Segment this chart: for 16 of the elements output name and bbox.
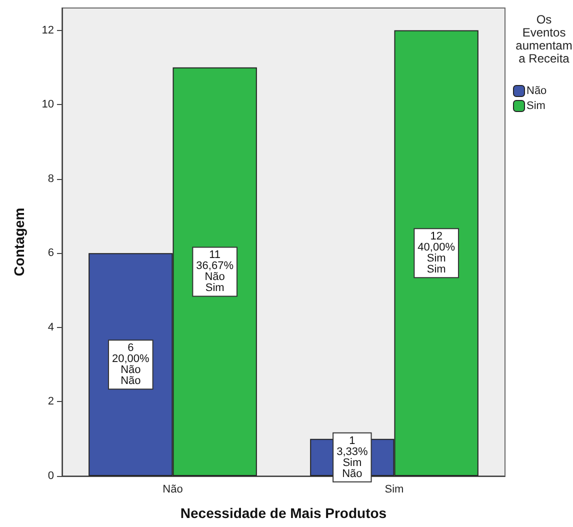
- y-tick-label: 6: [48, 247, 54, 260]
- legend-title: Os Eventos aumentam a Receita: [516, 12, 572, 66]
- y-tick-label: 12: [42, 24, 54, 36]
- y-axis-title: Contagem: [11, 208, 27, 276]
- legend-label: Não: [526, 85, 547, 97]
- data-label: 11 36,67% Não Sim: [196, 249, 234, 294]
- data-label: 12 40,00% Sim Sim: [418, 230, 456, 276]
- y-tick-label: 4: [48, 321, 54, 334]
- legend-label: Sim: [526, 100, 546, 112]
- y-tick-label: 2: [48, 396, 54, 408]
- data-label: 1 3,33% Sim Não: [336, 434, 368, 480]
- y-tick-label: 8: [48, 172, 54, 185]
- data-label: 6 20,00% Não Não: [112, 342, 150, 388]
- x-axis-title: Necessidade de Mais Produtos: [180, 505, 387, 521]
- y-tick-label: 0: [48, 470, 54, 482]
- y-tick-label: 10: [42, 98, 54, 111]
